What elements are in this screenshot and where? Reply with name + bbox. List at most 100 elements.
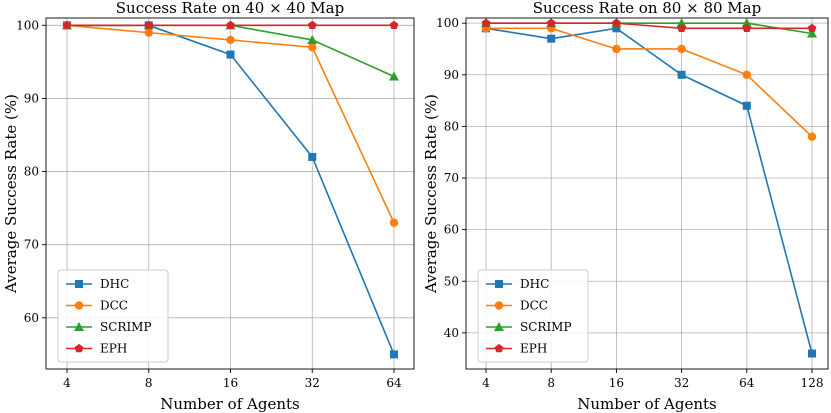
data-point-eph [677,23,686,33]
series-line-dhc [485,27,813,354]
chart-title: Success Rate on 80 × 80 Map [533,0,761,17]
data-point-eph [546,18,556,27]
legend-item-scrimp: SCRIMP [66,320,152,334]
legend: DHC DCC SCRIMP EPH [477,269,589,363]
data-point-dhc [677,70,686,79]
legend-marker [494,343,504,353]
legend-label: DCC [100,299,128,313]
plot-frame [45,17,415,370]
series-eph [62,20,399,30]
x-tick-label: 128 [801,376,824,390]
data-point-eph [226,20,235,30]
data-point-dhc [308,152,317,161]
y-tick-label: 70 [24,238,39,252]
data-point-dcc [742,70,751,79]
data-point-scrimp [741,18,752,28]
x-axis-label: Number of Agents [577,395,716,413]
data-point-dcc [677,44,686,54]
y-tick-label: 100 [16,18,39,32]
plot-frame [465,17,829,370]
legend-item-dcc: DCC [66,299,128,313]
legend-box [57,269,169,363]
data-point-eph [807,23,817,33]
legend-label: SCRIMP [520,320,572,334]
series-line-eph [486,22,812,30]
data-point-eph [742,23,752,33]
data-point-scrimp [389,71,399,81]
data-point-dcc [807,132,817,141]
data-point-dhc [612,24,621,33]
legend-marker [74,322,84,331]
series-eph [481,18,817,33]
legend-marker [494,301,504,310]
chart-panel-1: 4 8 16 32 64 60 70 80 90 100 Success Rate on 40 × … [2,0,415,413]
y-tick-label: 100 [436,16,459,30]
data-point-scrimp [676,18,687,28]
y-tick-label: 50 [444,274,459,288]
legend-marker [494,322,504,331]
y-tick-label: 60 [444,223,459,237]
data-point-scrimp [807,28,817,38]
data-point-dcc [308,43,317,52]
legend-label: EPH [520,342,547,356]
legend-marker [495,280,503,288]
x-tick-label: 8 [547,376,555,390]
data-point-dcc [144,28,153,37]
legend-label: SCRIMP [100,320,152,334]
data-point-dhc [390,350,398,359]
data-point-scrimp [307,34,318,44]
legend-label: DHC [520,277,549,291]
legend-item-scrimp: SCRIMP [486,320,572,334]
data-point-eph [389,20,399,30]
legend-label: EPH [100,342,127,356]
legend-label: DCC [520,299,548,313]
data-point-dhc [226,50,235,59]
data-point-eph [481,18,491,27]
legend-marker [74,343,84,353]
data-point-eph [62,20,72,30]
legend-item-dhc: DHC [66,277,129,291]
legend-box [477,269,589,363]
x-tick-label: 64 [739,376,755,390]
x-tick-label: 32 [674,376,689,390]
data-point-eph [612,18,621,27]
legend-item-eph: EPH [66,342,127,356]
data-point-dcc [226,35,235,45]
y-tick-label: 80 [444,119,459,133]
data-point-dcc [612,44,621,54]
y-tick-label: 90 [444,68,459,82]
series-dcc [481,24,817,141]
data-point-eph [307,20,317,30]
y-tick-label: 90 [24,91,39,105]
x-tick-label: 8 [145,376,153,390]
y-axis-label: Average Success Rate (%) [2,94,20,294]
x-tick-label: 4 [63,376,71,390]
x-tick-label: 4 [482,376,490,390]
x-tick-label: 32 [305,376,320,390]
data-point-dhc [808,349,816,358]
legend: DHC DCC SCRIMP EPH [57,269,169,363]
chart-panel-2: 4 8 16 32 64 128 40 50 60 70 80 90 100 Success Rate o… [422,0,829,413]
x-tick-label: 16 [609,376,624,390]
y-axis-label: Average Success Rate (%) [422,94,440,294]
legend-label: DHC [100,277,129,291]
series-line-dcc [486,27,813,138]
legend-marker [74,301,84,310]
y-tick-label: 40 [444,326,459,340]
data-point-eph [144,20,154,30]
legend-item-dhc: DHC [486,277,549,291]
data-point-dhc [742,101,751,110]
y-tick-label: 60 [24,311,39,325]
legend-item-eph: EPH [486,342,547,356]
legend-marker [75,280,83,288]
y-tick-label: 70 [444,171,459,185]
x-tick-label: 64 [386,376,402,390]
data-point-dcc [389,218,399,227]
x-tick-label: 16 [223,376,238,390]
legend-item-dcc: DCC [486,299,548,313]
chart-title: Success Rate on 40 × 40 Map [116,0,344,17]
x-axis-label: Number of Agents [160,395,299,413]
y-tick-label: 80 [24,165,39,179]
data-point-dhc [547,34,556,43]
